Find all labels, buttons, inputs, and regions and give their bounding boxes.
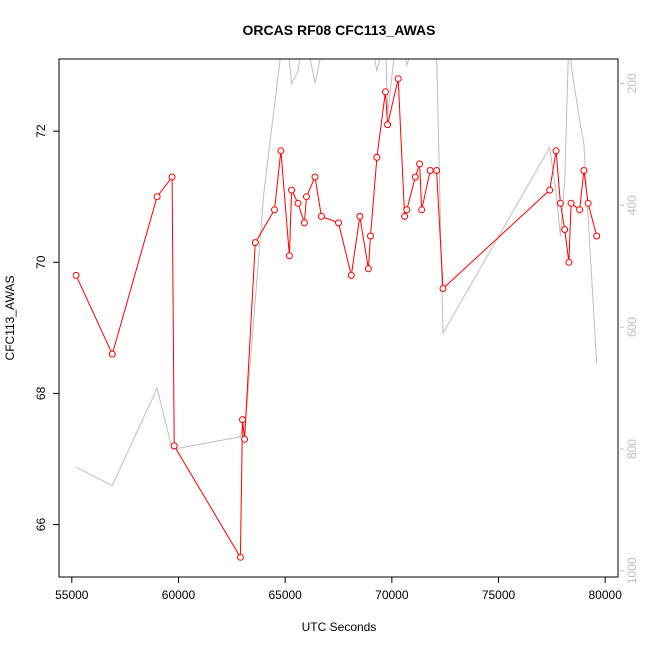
data-point [285,252,293,260]
data-point [567,199,575,207]
data-point [373,153,381,161]
data-point [317,212,325,220]
secondary-series-line [75,59,598,487]
data-point [271,206,278,214]
data-point [426,167,434,174]
y-tick-label: 66 [34,518,48,532]
data-point [168,173,176,181]
data-point [294,199,302,207]
data-point [239,416,246,424]
x-tick-label: 75000 [482,588,516,602]
data-point [108,350,116,358]
data-point [411,173,419,181]
chart-title: ORCAS RF08 CFC113_AWAS [243,22,436,38]
data-point [381,88,389,96]
data-point [300,219,308,227]
data-point [347,271,355,279]
data-point [576,206,584,214]
data-point [384,121,392,129]
data-point [335,219,342,227]
data-point [364,265,372,273]
y2-tick-label: 600 [625,317,639,337]
plot-frame [58,58,619,578]
data-point [251,239,259,247]
data-point [418,206,426,214]
data-point [565,258,573,266]
data-point [561,226,569,233]
x-tick-label: 55000 [55,588,89,602]
y-tick-label: 72 [34,124,48,138]
data-point [552,147,560,155]
x-tick-label: 80000 [589,588,623,602]
x-axis-label: UTC Seconds [302,620,377,634]
data-point [439,285,447,292]
data-point [416,160,424,168]
data-point [72,271,80,279]
data-point [403,206,411,214]
data-point [546,186,554,194]
x-tick-label: 65000 [268,588,302,602]
y2-tick-label: 200 [625,73,639,93]
data-point [153,193,161,201]
data-point [303,193,310,201]
y-tick-label: 68 [34,386,48,400]
data-point [277,147,285,155]
plot-area [72,59,601,561]
data-point [433,167,441,174]
data-point [584,199,592,207]
data-point [241,435,249,443]
primary-series-line [75,78,598,560]
data-point [311,173,319,181]
data-point [394,75,402,83]
data-point [401,212,409,220]
y2-tick-label: 1000 [625,557,639,584]
y-axis-label: CFC113_AWAS [3,276,17,361]
data-point [288,186,296,194]
data-point [236,553,244,561]
data-point [170,442,178,450]
y2-tick-label: 800 [625,439,639,459]
y2-tick-label: 400 [625,195,639,215]
data-point [356,212,364,220]
y-tick-label: 70 [34,255,48,269]
data-point [580,167,588,174]
x-tick-label: 70000 [375,588,409,602]
data-point [593,232,601,240]
data-point [367,232,374,240]
data-point [556,199,564,207]
x-tick-label: 60000 [162,588,196,602]
